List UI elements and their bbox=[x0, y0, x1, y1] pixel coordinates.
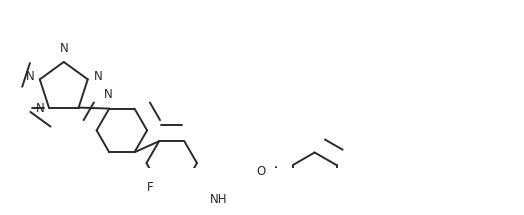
Text: N: N bbox=[94, 70, 103, 83]
Text: N: N bbox=[104, 88, 113, 101]
Text: N: N bbox=[26, 70, 35, 83]
Text: N: N bbox=[36, 102, 44, 115]
Text: O: O bbox=[257, 165, 266, 178]
Text: N: N bbox=[59, 42, 68, 55]
Text: F: F bbox=[147, 181, 153, 194]
Text: NH: NH bbox=[210, 193, 227, 206]
